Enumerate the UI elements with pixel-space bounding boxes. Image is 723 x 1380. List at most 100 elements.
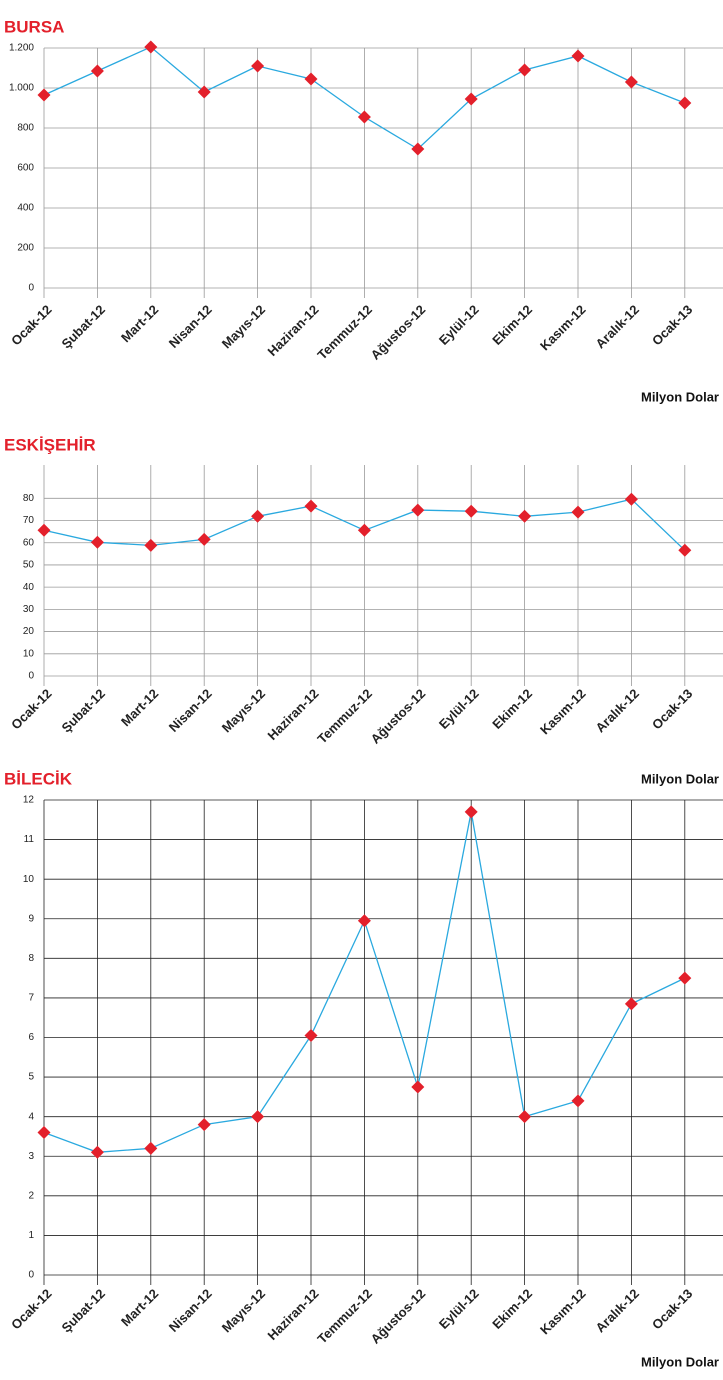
data-marker bbox=[518, 509, 532, 523]
y-tick-label: 400 bbox=[17, 203, 34, 214]
y-tick-label: 30 bbox=[23, 604, 35, 615]
y-tick-label: 11 bbox=[24, 834, 35, 845]
y-tick-label: 8 bbox=[28, 953, 34, 964]
x-tick-label: Eylül-12 bbox=[436, 302, 482, 348]
y-tick-label: 800 bbox=[17, 123, 34, 134]
data-marker bbox=[571, 505, 585, 519]
x-tick-label: Temmuz-12 bbox=[314, 686, 375, 747]
y-tick-label: 20 bbox=[23, 626, 35, 637]
data-marker bbox=[304, 499, 318, 513]
y-tick-label: 12 bbox=[23, 795, 35, 806]
x-tick-label: Şubat-12 bbox=[59, 686, 108, 735]
x-tick-label: Kasım-12 bbox=[537, 302, 588, 353]
data-marker bbox=[518, 1110, 532, 1124]
data-marker bbox=[197, 1118, 211, 1132]
x-tick-label: Haziran-12 bbox=[264, 302, 321, 359]
x-tick-label: Ocak-12 bbox=[8, 686, 54, 732]
data-marker bbox=[518, 63, 532, 77]
y-tick-label: 0 bbox=[28, 671, 34, 682]
data-marker bbox=[357, 523, 371, 537]
data-marker bbox=[624, 492, 638, 506]
y-tick-label: 200 bbox=[17, 243, 34, 254]
unit-label: Milyon Dolar bbox=[641, 771, 719, 786]
data-marker bbox=[571, 49, 585, 63]
chart-title: BURSA bbox=[4, 17, 64, 36]
y-tick-label: 80 bbox=[23, 493, 35, 504]
y-tick-label: 1.000 bbox=[9, 83, 34, 94]
data-marker bbox=[144, 1141, 158, 1155]
x-tick-label: Nisan-12 bbox=[166, 686, 215, 735]
x-tick-label: Mart-12 bbox=[118, 686, 161, 729]
x-tick-label: Aralık-12 bbox=[593, 1286, 642, 1335]
x-tick-label: Ağustos-12 bbox=[368, 686, 429, 747]
x-tick-label: Ekim-12 bbox=[489, 686, 535, 732]
x-tick-label: Temmuz-12 bbox=[314, 1286, 375, 1347]
x-tick-label: Temmuz-12 bbox=[314, 302, 375, 363]
data-marker bbox=[678, 543, 692, 557]
data-marker bbox=[678, 971, 692, 985]
data-marker bbox=[464, 504, 478, 518]
data-marker bbox=[624, 75, 638, 89]
x-tick-label: Eylül-12 bbox=[436, 686, 482, 732]
data-marker bbox=[571, 1094, 585, 1108]
data-marker bbox=[304, 1029, 318, 1043]
data-marker bbox=[251, 1110, 265, 1124]
y-tick-label: 5 bbox=[28, 1072, 34, 1083]
data-marker bbox=[197, 532, 211, 546]
y-tick-label: 1.200 bbox=[9, 43, 34, 54]
chart-title: ESKİŞEHİR bbox=[4, 435, 96, 454]
data-marker bbox=[90, 64, 104, 78]
data-marker bbox=[144, 538, 158, 552]
data-marker bbox=[197, 85, 211, 99]
y-tick-label: 0 bbox=[28, 283, 34, 294]
x-tick-label: Eylül-12 bbox=[436, 1286, 482, 1332]
data-marker bbox=[411, 1080, 425, 1094]
x-tick-label: Ağustos-12 bbox=[368, 1286, 429, 1347]
x-tick-label: Ekim-12 bbox=[489, 302, 535, 348]
x-tick-label: Mayıs-12 bbox=[219, 686, 268, 735]
x-tick-label: Aralık-12 bbox=[593, 686, 642, 735]
x-tick-label: Ekim-12 bbox=[489, 1286, 535, 1332]
x-tick-label: Haziran-12 bbox=[264, 686, 321, 743]
y-tick-label: 10 bbox=[23, 648, 35, 659]
data-marker bbox=[357, 914, 371, 928]
x-tick-label: Kasım-12 bbox=[537, 1286, 588, 1337]
y-tick-label: 1 bbox=[28, 1230, 34, 1241]
y-tick-label: 4 bbox=[28, 1111, 34, 1122]
y-tick-label: 9 bbox=[28, 913, 34, 924]
data-marker bbox=[251, 59, 265, 73]
x-tick-label: Nisan-12 bbox=[166, 1286, 215, 1335]
data-marker bbox=[357, 110, 371, 124]
y-tick-label: 2 bbox=[28, 1190, 34, 1201]
x-tick-label: Haziran-12 bbox=[264, 1286, 321, 1343]
x-tick-label: Şubat-12 bbox=[59, 302, 108, 351]
chart-title: BİLECİK bbox=[4, 769, 73, 788]
x-tick-label: Mart-12 bbox=[118, 1286, 161, 1329]
data-marker bbox=[37, 88, 51, 102]
x-tick-label: Nisan-12 bbox=[166, 302, 215, 351]
unit-label: Milyon Dolar bbox=[641, 1354, 719, 1369]
x-tick-label: Ağustos-12 bbox=[368, 302, 429, 363]
data-marker bbox=[464, 805, 478, 819]
x-tick-label: Ocak-13 bbox=[649, 1286, 695, 1332]
x-tick-label: Şubat-12 bbox=[59, 1286, 108, 1335]
data-marker bbox=[304, 72, 318, 86]
y-tick-label: 0 bbox=[28, 1270, 34, 1281]
x-tick-label: Ocak-12 bbox=[8, 302, 54, 348]
data-marker bbox=[411, 142, 425, 156]
x-tick-label: Aralık-12 bbox=[593, 302, 642, 351]
x-tick-label: Kasım-12 bbox=[537, 686, 588, 737]
y-tick-label: 70 bbox=[23, 515, 35, 526]
data-marker bbox=[464, 92, 478, 106]
x-tick-label: Ocak-13 bbox=[649, 302, 695, 348]
y-tick-label: 7 bbox=[28, 993, 34, 1004]
x-tick-label: Mayıs-12 bbox=[219, 302, 268, 351]
data-marker bbox=[144, 40, 158, 54]
y-tick-label: 40 bbox=[23, 582, 35, 593]
y-tick-label: 6 bbox=[28, 1032, 34, 1043]
x-tick-label: Ocak-12 bbox=[8, 1286, 54, 1332]
data-marker bbox=[678, 96, 692, 110]
data-marker bbox=[411, 503, 425, 517]
